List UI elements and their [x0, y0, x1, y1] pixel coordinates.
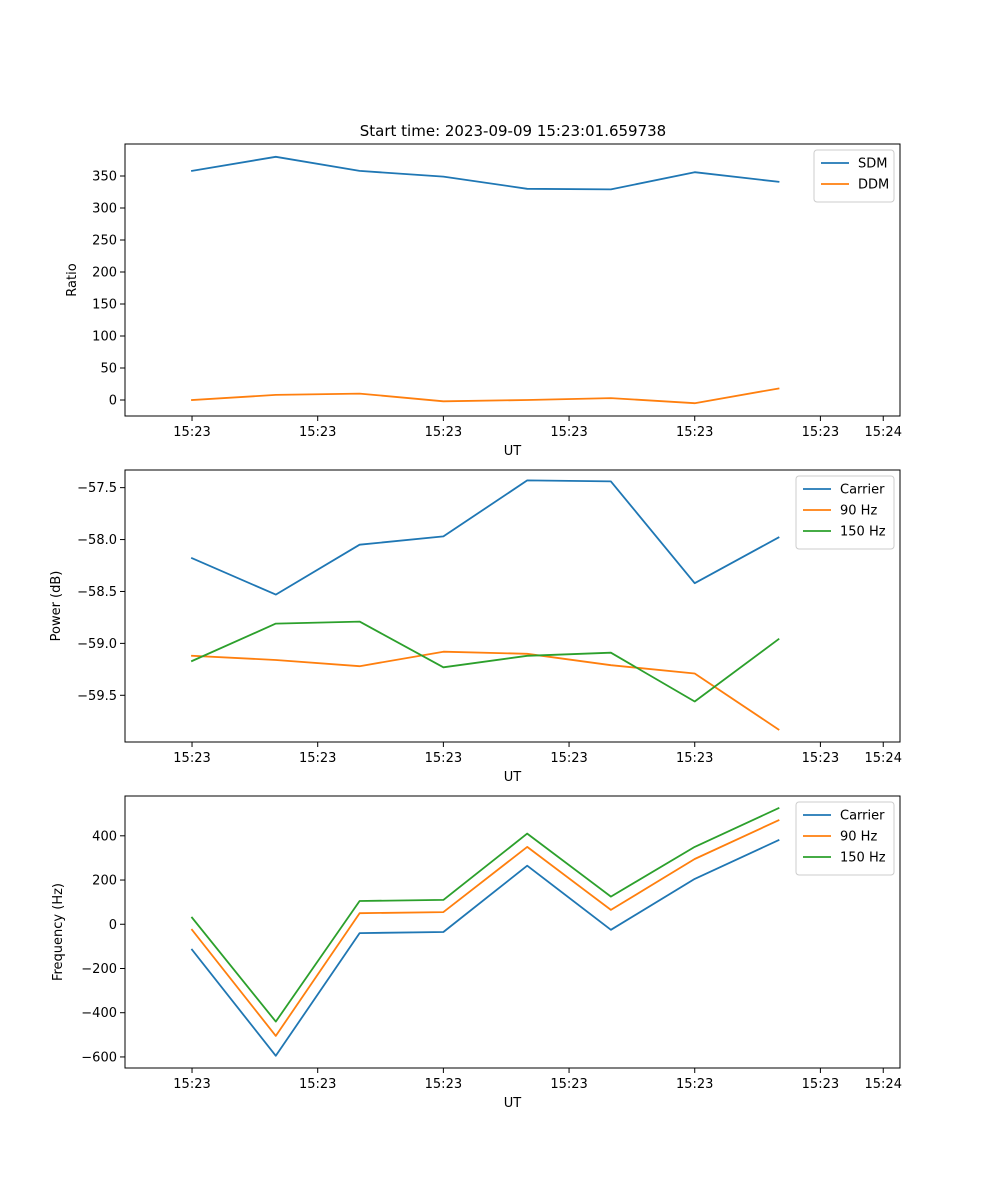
series-line-sdm — [190, 155, 780, 191]
y-tick-label: −400 — [81, 1006, 117, 1021]
x-tick-label: 15:24 — [865, 425, 902, 440]
series-line-150-hz — [190, 807, 780, 1023]
legend-label: DDM — [858, 178, 889, 193]
x-tick-label: 15:23 — [425, 1077, 462, 1092]
x-tick-label: 15:23 — [550, 751, 587, 766]
y-tick-label: 200 — [92, 266, 117, 281]
x-tick-label: 15:23 — [550, 1077, 587, 1092]
legend: Carrier 90 Hz 150 Hz — [795, 475, 895, 550]
x-tick-label: 15:24 — [865, 1077, 902, 1092]
charts-layer: 15:23 15:23 15:23 15:23 15:23 15:23 15:24 0 50 10… — [49, 143, 902, 1111]
y-tick-label: 400 — [92, 829, 117, 844]
y-tick-label: 350 — [92, 170, 117, 185]
legend-label: Carrier — [840, 809, 885, 824]
chart-panel-3: 15:23 15:23 15:23 15:23 15:23 15:23 15:24 −600 −… — [51, 795, 902, 1111]
y-tick-label: −59.0 — [77, 637, 117, 652]
y-tick-label: 200 — [92, 874, 117, 889]
chart-panel-2: 15:23 15:23 15:23 15:23 15:23 15:23 15:24 −59.5… — [49, 469, 902, 785]
axes-frame — [124, 795, 901, 1069]
x-tick-label: 15:23 — [676, 1077, 713, 1092]
x-tick-label: 15:23 — [802, 751, 839, 766]
y-tick-label: −58.5 — [77, 585, 117, 600]
x-axis-label: UT — [504, 1096, 522, 1111]
y-tick-label: 300 — [92, 202, 117, 217]
x-tick-label: 15:23 — [676, 425, 713, 440]
x-tick-label: 15:24 — [865, 751, 902, 766]
y-tick-label: −600 — [81, 1050, 117, 1065]
x-tick-label: 15:23 — [425, 425, 462, 440]
y-axis-label: Ratio — [65, 263, 80, 296]
legend-label: Carrier — [840, 483, 885, 498]
x-tick-label: 15:23 — [173, 1077, 210, 1092]
x-tick-label: 15:23 — [299, 1077, 336, 1092]
series-line-carrier — [190, 839, 780, 1057]
x-tick-label: 15:23 — [173, 425, 210, 440]
x-tick-label: 15:23 — [550, 425, 587, 440]
y-tick-label: −57.5 — [77, 481, 117, 496]
x-axis-label: UT — [504, 444, 522, 459]
y-tick-label: −58.0 — [77, 533, 117, 548]
legend: Carrier 90 Hz 150 Hz — [795, 801, 895, 876]
y-tick-label: 150 — [92, 298, 117, 313]
series-line-90-hz — [190, 819, 780, 1037]
legend-label: 150 Hz — [840, 851, 886, 866]
y-axis-label: Frequency (Hz) — [51, 883, 66, 981]
y-tick-label: −59.5 — [77, 689, 117, 704]
x-tick-label: 15:23 — [676, 751, 713, 766]
x-axis-label: UT — [504, 770, 522, 785]
legend-label: 90 Hz — [840, 830, 877, 845]
x-tick-label: 15:23 — [802, 1077, 839, 1092]
legend: SDM DDM — [813, 149, 895, 203]
y-tick-label: 100 — [92, 330, 117, 345]
x-tick-label: 15:23 — [173, 751, 210, 766]
series-line-150-hz — [190, 620, 780, 703]
series-line-ddm — [191, 387, 780, 405]
y-axis-label: Power (dB) — [49, 571, 64, 642]
legend-label: 150 Hz — [840, 525, 886, 540]
x-tick-label: 15:23 — [425, 751, 462, 766]
axes-frame — [124, 469, 901, 743]
y-tick-label: 250 — [92, 234, 117, 249]
axes-frame — [124, 143, 901, 417]
series-line-carrier — [190, 479, 780, 596]
series-line-90-hz — [191, 650, 780, 731]
y-tick-label: 50 — [100, 362, 117, 377]
figure-title: Start time: 2023-09-09 15:23:01.659738 — [360, 122, 666, 140]
legend-label: SDM — [858, 157, 887, 172]
y-tick-label: 0 — [109, 918, 117, 933]
x-tick-label: 15:23 — [299, 751, 336, 766]
y-tick-label: −200 — [81, 962, 117, 977]
x-tick-label: 15:23 — [802, 425, 839, 440]
legend-label: 90 Hz — [840, 504, 877, 519]
x-tick-label: 15:23 — [299, 425, 336, 440]
chart-panel-1: 15:23 15:23 15:23 15:23 15:23 15:23 15:24 0 50 10… — [65, 143, 902, 459]
y-tick-label: 0 — [109, 394, 117, 409]
